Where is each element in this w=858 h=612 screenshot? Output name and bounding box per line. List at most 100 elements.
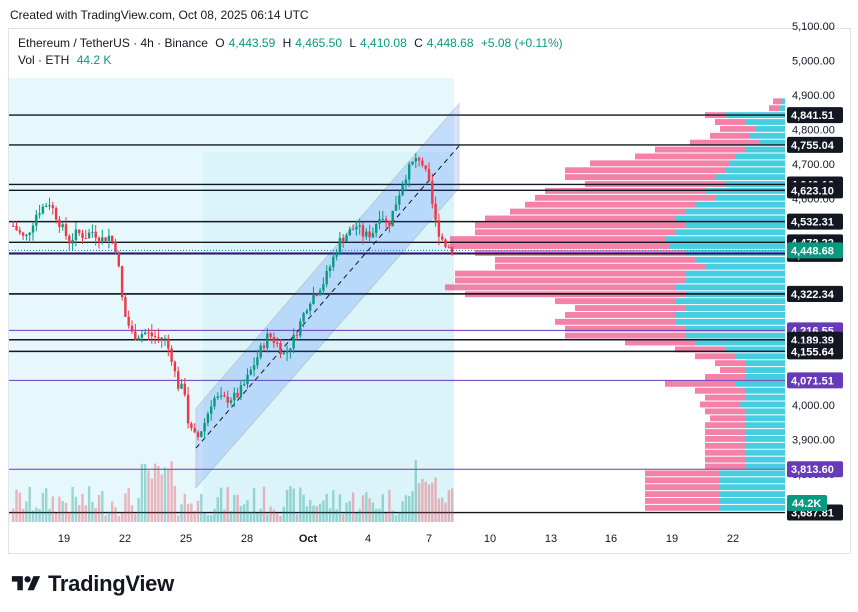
volume-profile-down-bar bbox=[705, 436, 745, 442]
volume-profile-down-bar bbox=[565, 325, 685, 332]
volume-profile-up-bar bbox=[740, 401, 785, 408]
volume-label: Vol · ETH bbox=[18, 53, 70, 67]
volume-bar bbox=[127, 488, 130, 522]
volume-bar bbox=[101, 491, 104, 522]
volume-bar bbox=[173, 485, 177, 522]
level-label-text: 4,755.04 bbox=[791, 140, 835, 152]
candle-body bbox=[315, 294, 318, 296]
volume-bar bbox=[54, 513, 58, 522]
volume-bar bbox=[117, 515, 120, 522]
candle-body bbox=[31, 225, 35, 233]
volume-bar bbox=[206, 515, 210, 522]
volume-bar bbox=[338, 494, 342, 522]
level-label: 4,155.64 bbox=[787, 343, 843, 360]
volume-bar bbox=[183, 493, 186, 522]
candle-body bbox=[239, 385, 243, 398]
volume-profile-up-bar bbox=[720, 491, 785, 498]
candle-body bbox=[322, 284, 325, 291]
candle-body bbox=[147, 332, 150, 334]
level-label-bg bbox=[787, 213, 843, 230]
volume-profile-down-bar bbox=[565, 167, 725, 174]
volume-profile-up-bar bbox=[685, 270, 785, 277]
volume-profile-down-bar bbox=[445, 284, 675, 291]
candle-body bbox=[177, 371, 180, 389]
volume-bar bbox=[312, 505, 315, 522]
volume-bar bbox=[256, 513, 259, 522]
candle-body bbox=[193, 427, 196, 433]
volume-profile-down-bar bbox=[705, 449, 745, 456]
volume-profile-down-bar bbox=[645, 477, 720, 484]
volume-profile-up-bar bbox=[745, 463, 785, 470]
volume-bar bbox=[97, 495, 101, 522]
volume-profile-down-bar bbox=[710, 132, 750, 139]
volume-value: 44.2 K bbox=[76, 53, 112, 67]
candle-body bbox=[421, 160, 424, 166]
candle-body bbox=[206, 413, 210, 423]
volume-bar bbox=[289, 486, 292, 522]
volume-bar bbox=[216, 497, 219, 522]
volume-bar bbox=[427, 484, 431, 522]
volume-profile-up-bar bbox=[745, 415, 785, 422]
candle-body bbox=[35, 214, 38, 226]
volume-bar bbox=[140, 463, 144, 522]
volume-profile-up-bar bbox=[720, 477, 785, 484]
candle-body bbox=[183, 383, 186, 395]
volume-bar bbox=[371, 502, 375, 522]
volume-profile-up-bar bbox=[735, 153, 785, 160]
volume-profile-down-bar bbox=[555, 298, 675, 305]
symbol-label[interactable]: Ethereum / TetherUS · 4h · Binance bbox=[18, 36, 208, 50]
volume-bar bbox=[200, 493, 203, 522]
volume-profile-up-bar bbox=[745, 422, 785, 429]
volume-bar bbox=[249, 511, 252, 522]
volume-bar bbox=[124, 493, 127, 522]
volume-bar bbox=[450, 488, 454, 522]
open-label: O bbox=[215, 36, 225, 50]
volume-profile-down-bar bbox=[720, 367, 745, 373]
candle-body bbox=[229, 400, 233, 403]
level-label-bg bbox=[787, 136, 843, 153]
candle-body bbox=[365, 231, 368, 237]
candle-body bbox=[61, 224, 64, 228]
ascending-channel bbox=[195, 102, 460, 490]
volume-bar bbox=[107, 511, 111, 522]
candle-body bbox=[371, 232, 375, 238]
volume-profile-down-bar bbox=[665, 380, 735, 387]
volume-profile-down-bar bbox=[690, 139, 760, 146]
volume-profile-up-bar bbox=[760, 139, 785, 146]
level-label-bg bbox=[787, 107, 843, 124]
volume-bar bbox=[31, 510, 35, 522]
x-tick-label: 10 bbox=[484, 533, 496, 545]
candle-body bbox=[64, 224, 68, 237]
candle-body bbox=[335, 253, 338, 257]
volume-bar bbox=[210, 515, 213, 522]
volume-profile-down-bar bbox=[555, 318, 675, 325]
candle-body bbox=[295, 334, 299, 336]
volume-bar bbox=[381, 494, 384, 522]
candle-body bbox=[282, 352, 285, 355]
volume-bar bbox=[431, 482, 434, 522]
level-label: 4,322.34 bbox=[787, 285, 843, 302]
volume-bar bbox=[18, 492, 21, 522]
candle-body bbox=[71, 239, 74, 244]
volume-bar bbox=[229, 511, 233, 522]
candle-body bbox=[388, 220, 391, 227]
candle-body bbox=[167, 338, 170, 349]
x-tick-label: 25 bbox=[180, 533, 192, 545]
candle-body bbox=[140, 334, 144, 338]
open-value: 4,443.59 bbox=[228, 36, 276, 50]
candle-body bbox=[285, 351, 289, 353]
candle-body bbox=[153, 336, 157, 338]
high-label: H bbox=[282, 36, 292, 50]
legend-ohlc-row: Ethereum / TetherUS · 4h · Binance O 4,44… bbox=[18, 35, 563, 52]
volume-profile-up-bar bbox=[685, 305, 785, 311]
volume-bar bbox=[111, 501, 114, 522]
candle-body bbox=[447, 247, 450, 249]
level-label: 4,755.04 bbox=[787, 136, 843, 153]
level-label: 4,623.10 bbox=[787, 182, 843, 199]
volume-bar bbox=[444, 502, 447, 522]
candle-body bbox=[394, 204, 398, 211]
candle-body bbox=[157, 337, 160, 339]
volume-profile-down-bar bbox=[769, 105, 779, 112]
volume-bar bbox=[84, 505, 87, 522]
